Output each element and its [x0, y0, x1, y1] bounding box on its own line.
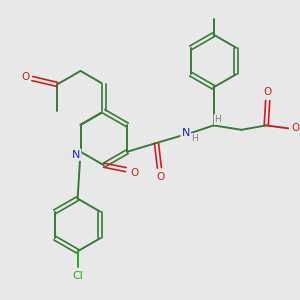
Text: O: O: [264, 87, 272, 97]
Text: O: O: [291, 123, 300, 133]
Text: H: H: [214, 115, 221, 124]
Text: N: N: [182, 128, 190, 138]
Text: O: O: [130, 167, 138, 178]
Text: Cl: Cl: [72, 271, 83, 281]
Text: O: O: [21, 72, 29, 82]
Text: H: H: [191, 134, 198, 143]
Text: N: N: [72, 150, 80, 160]
Text: O: O: [157, 172, 165, 182]
